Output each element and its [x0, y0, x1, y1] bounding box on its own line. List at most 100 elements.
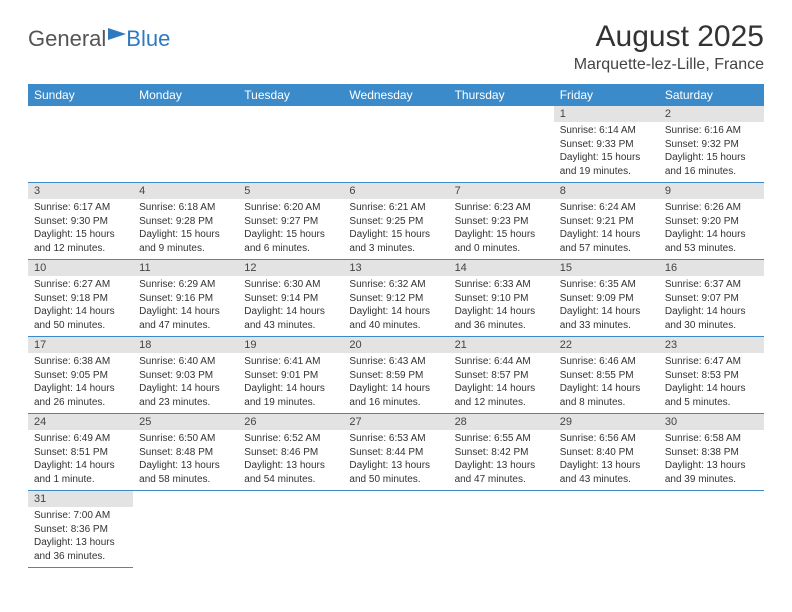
sunset-text: Sunset: 8:55 PM: [560, 369, 653, 383]
weekday-header-row: SundayMondayTuesdayWednesdayThursdayFrid…: [28, 84, 764, 106]
day-number: 3: [28, 183, 133, 199]
calendar-cell: 11Sunrise: 6:29 AMSunset: 9:16 PMDayligh…: [133, 260, 238, 337]
calendar-cell: 17Sunrise: 6:38 AMSunset: 9:05 PMDayligh…: [28, 337, 133, 414]
sunset-text: Sunset: 8:38 PM: [665, 446, 758, 460]
day-number: 17: [28, 337, 133, 353]
sunset-text: Sunset: 9:09 PM: [560, 292, 653, 306]
day-number: 27: [343, 414, 448, 430]
daylight-text: Daylight: 13 hours and 47 minutes.: [455, 459, 548, 486]
calendar-cell: 27Sunrise: 6:53 AMSunset: 8:44 PMDayligh…: [343, 414, 448, 491]
sunset-text: Sunset: 8:40 PM: [560, 446, 653, 460]
day-info: Sunrise: 6:52 AMSunset: 8:46 PMDaylight:…: [238, 430, 343, 490]
sunset-text: Sunset: 9:20 PM: [665, 215, 758, 229]
daylight-text: Daylight: 14 hours and 47 minutes.: [139, 305, 232, 332]
sunset-text: Sunset: 9:28 PM: [139, 215, 232, 229]
calendar-cell: [238, 491, 343, 568]
sunrise-text: Sunrise: 6:17 AM: [34, 201, 127, 215]
calendar-cell: 6Sunrise: 6:21 AMSunset: 9:25 PMDaylight…: [343, 183, 448, 260]
day-info: Sunrise: 6:16 AMSunset: 9:32 PMDaylight:…: [659, 122, 764, 182]
calendar-cell: 18Sunrise: 6:40 AMSunset: 9:03 PMDayligh…: [133, 337, 238, 414]
day-number: 16: [659, 260, 764, 276]
calendar-cell: 8Sunrise: 6:24 AMSunset: 9:21 PMDaylight…: [554, 183, 659, 260]
calendar-cell: 28Sunrise: 6:55 AMSunset: 8:42 PMDayligh…: [449, 414, 554, 491]
calendar-cell: 19Sunrise: 6:41 AMSunset: 9:01 PMDayligh…: [238, 337, 343, 414]
day-info: Sunrise: 6:26 AMSunset: 9:20 PMDaylight:…: [659, 199, 764, 259]
sunrise-text: Sunrise: 6:33 AM: [455, 278, 548, 292]
daylight-text: Daylight: 15 hours and 12 minutes.: [34, 228, 127, 255]
day-info: Sunrise: 6:14 AMSunset: 9:33 PMDaylight:…: [554, 122, 659, 182]
sunrise-text: Sunrise: 6:24 AM: [560, 201, 653, 215]
day-number: 5: [238, 183, 343, 199]
sunrise-text: Sunrise: 6:26 AM: [665, 201, 758, 215]
day-info: Sunrise: 6:32 AMSunset: 9:12 PMDaylight:…: [343, 276, 448, 336]
sunrise-text: Sunrise: 6:49 AM: [34, 432, 127, 446]
sunset-text: Sunset: 8:51 PM: [34, 446, 127, 460]
sunset-text: Sunset: 8:46 PM: [244, 446, 337, 460]
daylight-text: Daylight: 14 hours and 12 minutes.: [455, 382, 548, 409]
location-label: Marquette-lez-Lille, France: [574, 56, 764, 74]
weekday-header: Friday: [554, 84, 659, 106]
calendar-cell: 23Sunrise: 6:47 AMSunset: 8:53 PMDayligh…: [659, 337, 764, 414]
sunrise-text: Sunrise: 6:56 AM: [560, 432, 653, 446]
sunrise-text: Sunrise: 6:23 AM: [455, 201, 548, 215]
day-number: 21: [449, 337, 554, 353]
calendar-week-row: 17Sunrise: 6:38 AMSunset: 9:05 PMDayligh…: [28, 337, 764, 414]
brand-part2: Blue: [126, 26, 170, 52]
header: General Blue August 2025 Marquette-lez-L…: [28, 20, 764, 74]
sunrise-text: Sunrise: 6:14 AM: [560, 124, 653, 138]
calendar-cell: [449, 106, 554, 183]
sunrise-text: Sunrise: 6:27 AM: [34, 278, 127, 292]
calendar-cell: 26Sunrise: 6:52 AMSunset: 8:46 PMDayligh…: [238, 414, 343, 491]
day-info: Sunrise: 6:47 AMSunset: 8:53 PMDaylight:…: [659, 353, 764, 413]
calendar-cell: [449, 491, 554, 568]
day-number: 19: [238, 337, 343, 353]
calendar-cell: 4Sunrise: 6:18 AMSunset: 9:28 PMDaylight…: [133, 183, 238, 260]
day-info: Sunrise: 6:35 AMSunset: 9:09 PMDaylight:…: [554, 276, 659, 336]
day-info: Sunrise: 6:43 AMSunset: 8:59 PMDaylight:…: [343, 353, 448, 413]
daylight-text: Daylight: 14 hours and 43 minutes.: [244, 305, 337, 332]
sunrise-text: Sunrise: 6:37 AM: [665, 278, 758, 292]
sunrise-text: Sunrise: 6:35 AM: [560, 278, 653, 292]
page-title: August 2025: [574, 20, 764, 54]
calendar-cell: 29Sunrise: 6:56 AMSunset: 8:40 PMDayligh…: [554, 414, 659, 491]
weekday-header: Saturday: [659, 84, 764, 106]
day-number: 25: [133, 414, 238, 430]
day-info: Sunrise: 6:18 AMSunset: 9:28 PMDaylight:…: [133, 199, 238, 259]
weekday-header: Sunday: [28, 84, 133, 106]
calendar-cell: 2Sunrise: 6:16 AMSunset: 9:32 PMDaylight…: [659, 106, 764, 183]
day-number: 30: [659, 414, 764, 430]
sunset-text: Sunset: 9:18 PM: [34, 292, 127, 306]
calendar-cell: 24Sunrise: 6:49 AMSunset: 8:51 PMDayligh…: [28, 414, 133, 491]
day-info: Sunrise: 6:30 AMSunset: 9:14 PMDaylight:…: [238, 276, 343, 336]
day-info: Sunrise: 6:17 AMSunset: 9:30 PMDaylight:…: [28, 199, 133, 259]
daylight-text: Daylight: 15 hours and 3 minutes.: [349, 228, 442, 255]
calendar-week-row: 31Sunrise: 7:00 AMSunset: 8:36 PMDayligh…: [28, 491, 764, 568]
sunset-text: Sunset: 8:36 PM: [34, 523, 127, 537]
flag-icon: [108, 28, 126, 40]
day-number: 4: [133, 183, 238, 199]
daylight-text: Daylight: 14 hours and 30 minutes.: [665, 305, 758, 332]
title-block: August 2025 Marquette-lez-Lille, France: [574, 20, 764, 74]
calendar-cell: [343, 491, 448, 568]
daylight-text: Daylight: 14 hours and 57 minutes.: [560, 228, 653, 255]
sunrise-text: Sunrise: 6:40 AM: [139, 355, 232, 369]
sunrise-text: Sunrise: 6:44 AM: [455, 355, 548, 369]
calendar-cell: [554, 491, 659, 568]
sunrise-text: Sunrise: 6:18 AM: [139, 201, 232, 215]
daylight-text: Daylight: 15 hours and 6 minutes.: [244, 228, 337, 255]
sunset-text: Sunset: 8:53 PM: [665, 369, 758, 383]
daylight-text: Daylight: 14 hours and 19 minutes.: [244, 382, 337, 409]
day-number: 12: [238, 260, 343, 276]
calendar-cell: 10Sunrise: 6:27 AMSunset: 9:18 PMDayligh…: [28, 260, 133, 337]
daylight-text: Daylight: 14 hours and 33 minutes.: [560, 305, 653, 332]
daylight-text: Daylight: 15 hours and 19 minutes.: [560, 151, 653, 178]
day-info: Sunrise: 6:20 AMSunset: 9:27 PMDaylight:…: [238, 199, 343, 259]
calendar-cell: 9Sunrise: 6:26 AMSunset: 9:20 PMDaylight…: [659, 183, 764, 260]
day-number: 26: [238, 414, 343, 430]
calendar-cell: 31Sunrise: 7:00 AMSunset: 8:36 PMDayligh…: [28, 491, 133, 568]
daylight-text: Daylight: 13 hours and 36 minutes.: [34, 536, 127, 563]
calendar-cell: 15Sunrise: 6:35 AMSunset: 9:09 PMDayligh…: [554, 260, 659, 337]
sunrise-text: Sunrise: 6:43 AM: [349, 355, 442, 369]
sunset-text: Sunset: 9:30 PM: [34, 215, 127, 229]
day-info: Sunrise: 6:53 AMSunset: 8:44 PMDaylight:…: [343, 430, 448, 490]
